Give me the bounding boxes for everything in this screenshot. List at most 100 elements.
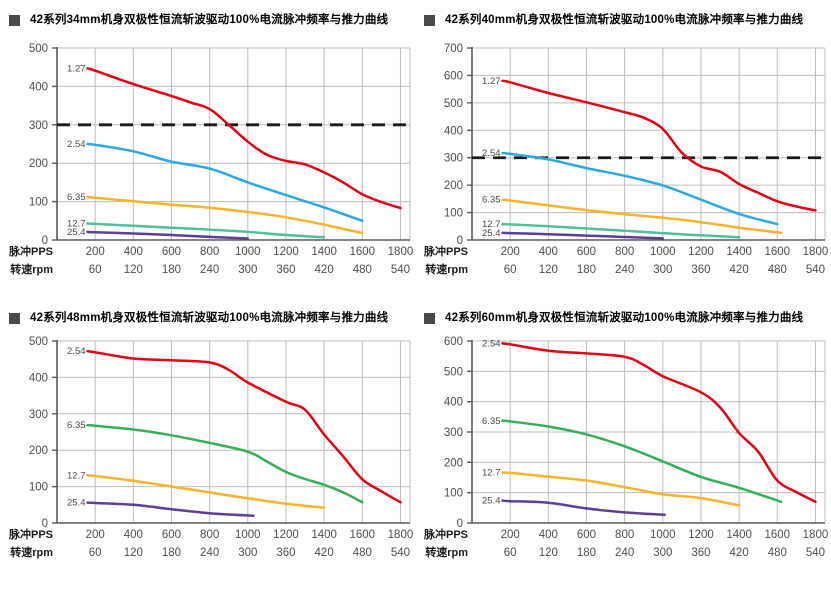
curve-12.7 [86,222,326,239]
x-tick-pps: 600 [577,529,596,541]
x-tick-rpm: 480 [353,547,372,559]
x-tick-rpm: 120 [539,264,558,276]
x-tick-pps: 1600 [765,246,791,258]
plot-area: 0 100 200 300 400 500 600 700 1.27 2.54 6.35 12.725… [423,43,828,276]
x-tick-rpm: 540 [391,264,410,276]
series-curves: 2.54 6.35 12.7 25.4 [67,346,402,517]
plot-area: 0 100 200 300 400 500 2.54 6.35 12.7 25.4 脉冲PPS 转速r… [8,336,413,559]
curve-1.27 [86,67,402,210]
square-bullet-icon [9,312,20,324]
chart-panel-40mm: 42系列40mm机身双极性恒流斩波驱动100%电流脉冲频率与推力曲线 0 100 2… [415,0,831,300]
axes [56,47,410,241]
x-tick-rpm: 60 [504,547,517,559]
chart-panel-34mm: 42系列34mm机身双极性恒流斩波驱动100%电流脉冲频率与推力曲线 0 100 2… [0,0,415,300]
chart-title-row: 42系列60mm机身双极性恒流斩波驱动100%电流脉冲频率与推力曲线 [415,310,831,326]
x-tick-pps: 600 [162,246,181,258]
x-axis-labels: 脉冲PPS 转速rpm 200 60 400 120 600 180 800 240 1000 300… [8,244,413,276]
y-tick-label: 300 [444,427,463,439]
curve-label-12.7: 12.7 [67,218,86,229]
y-tick-label: 0 [457,518,463,530]
series-curves: 2.54 6.35 12.7 25.4 [482,338,817,517]
y-tick-label: 600 [444,70,463,82]
x-tick-rpm: 300 [653,264,672,276]
x-axis-header-pps: 脉冲PPS [423,244,468,258]
y-tick-label: 200 [29,445,48,457]
y-tick-label: 300 [29,409,48,421]
plot-area: 0 100 200 300 400 500 1.27 2.54 6.35 12.725.4 脉冲PP… [8,43,413,276]
x-tick-rpm: 360 [276,547,295,559]
curve-2.54 [86,349,402,504]
x-tick-rpm: 60 [89,264,102,276]
x-tick-rpm: 300 [238,264,257,276]
square-bullet-icon [424,14,435,26]
x-tick-rpm: 180 [577,264,596,276]
x-axis-header-rpm: 转速rpm [425,262,468,276]
x-tick-rpm: 540 [391,547,410,559]
x-tick-rpm: 360 [691,264,710,276]
x-tick-pps: 200 [86,529,105,541]
y-tick-label: 100 [444,488,463,500]
curve-label-25.4: 25.4 [67,498,86,509]
curve-label-2.54: 2.54 [482,148,501,159]
series-curves: 1.27 2.54 6.35 12.725.4 [67,63,402,240]
x-tick-rpm: 120 [124,547,143,559]
curve-label-12.7: 12.7 [482,219,501,230]
curve-label-2.54: 2.54 [482,338,501,349]
curve-label-12.7: 12.7 [67,470,86,481]
x-axis-labels: 脉冲PPS 转速rpm 200 60 400 120 600 180 800 240 1000 300… [423,527,828,559]
x-tick-pps: 1200 [273,529,299,541]
x-tick-pps: 1800 [388,246,414,258]
curve-label-2.54: 2.54 [67,346,86,357]
x-tick-pps: 200 [86,246,105,258]
x-tick-pps: 1800 [803,246,829,258]
x-tick-pps: 1000 [650,529,676,541]
x-tick-pps: 1200 [273,246,299,258]
curve-label-1.27: 1.27 [67,63,86,74]
y-tick-label: 100 [29,197,48,209]
x-tick-pps: 800 [200,529,219,541]
chart-title: 42系列48mm机身双极性恒流斩波驱动100%电流脉冲频率与推力曲线 [30,312,389,324]
y-tick-label: 500 [444,366,463,378]
x-tick-pps: 1600 [765,529,791,541]
x-axis-labels: 脉冲PPS 转速rpm 200 60 400 120 600 180 800 240 1000 300… [8,527,413,559]
curve-12.7 [86,474,326,509]
x-tick-rpm: 60 [89,547,102,559]
chart-title: 42系列60mm机身双极性恒流斩波驱动100%电流脉冲频率与推力曲线 [445,312,804,324]
y-tick-label: 400 [29,372,48,384]
x-tick-rpm: 420 [730,547,749,559]
x-tick-pps: 1800 [803,529,829,541]
x-tick-pps: 1000 [650,246,676,258]
y-axis-labels: 0 100 200 300 400 500 [29,43,57,247]
x-axis-labels: 脉冲PPS 转速rpm 200 60 400 120 600 180 800 240 1000 300… [423,244,828,276]
curve-label-6.35: 6.35 [67,420,86,431]
square-bullet-icon [424,312,435,324]
x-tick-rpm: 420 [315,264,334,276]
curve-2.54 [501,342,817,504]
curve-label-6.35: 6.35 [482,195,501,206]
x-tick-rpm: 540 [806,547,825,559]
curve-label-6.35: 6.35 [67,192,86,203]
x-axis-header-rpm: 转速rpm [10,262,53,276]
curve-25.4 [501,499,666,517]
x-tick-pps: 1600 [350,246,376,258]
curve-12.7 [501,222,741,239]
curve-label-12.7: 12.7 [482,468,501,479]
y-tick-label: 400 [444,397,463,409]
curve-1.27 [501,79,817,212]
x-tick-pps: 1000 [235,529,261,541]
chart-title: 42系列34mm机身双极性恒流斩波驱动100%电流脉冲频率与推力曲线 [30,14,389,26]
y-tick-label: 200 [29,158,48,170]
y-tick-label: 600 [444,336,463,348]
x-tick-rpm: 180 [162,547,181,559]
curve-6.35 [86,423,364,504]
x-tick-pps: 200 [501,529,520,541]
chart-panel-60mm: 42系列60mm机身双极性恒流斩波驱动100%电流脉冲频率与推力曲线 0 100 2… [415,300,831,600]
x-tick-pps: 400 [539,246,558,258]
x-tick-pps: 200 [501,246,520,258]
x-tick-rpm: 360 [691,547,710,559]
curve-label-6.35: 6.35 [482,416,501,427]
square-bullet-icon [9,14,20,26]
x-tick-rpm: 240 [615,264,634,276]
x-tick-rpm: 420 [730,264,749,276]
x-tick-rpm: 540 [806,264,825,276]
